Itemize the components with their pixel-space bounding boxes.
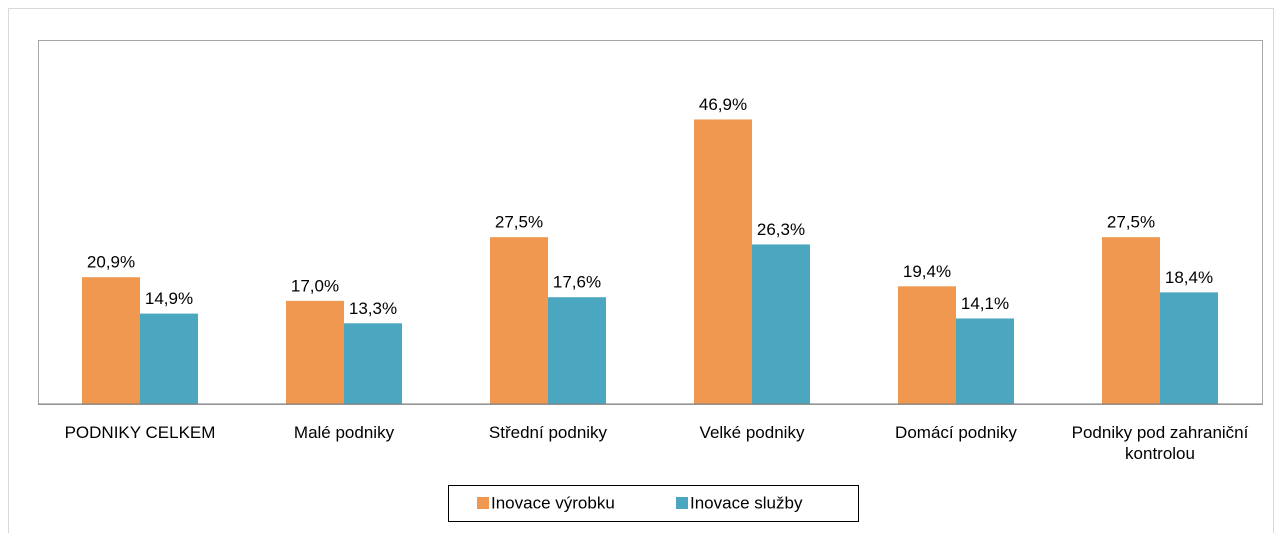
bar: [898, 286, 956, 404]
bar: [752, 244, 810, 404]
data-label: 18,4%: [1165, 268, 1213, 287]
legend-label: Inovace výrobku: [491, 493, 615, 512]
data-label: 14,9%: [145, 289, 193, 308]
legend-swatch: [676, 497, 688, 509]
bar: [286, 300, 344, 404]
bar: [82, 277, 140, 404]
x-tick-label: Malé podniky: [293, 423, 395, 442]
legend-box: [448, 485, 859, 522]
data-label: 27,5%: [1107, 213, 1155, 232]
bar: [490, 237, 548, 404]
x-tick-label: Domácí podniky: [895, 423, 1017, 442]
bar: [548, 297, 606, 404]
x-tick-label: Podniky pod zahraniční kontrolou: [1071, 423, 1249, 463]
data-label: 27,5%: [495, 213, 543, 232]
data-label: 14,1%: [961, 294, 1009, 313]
x-tick-label: Střední podniky: [488, 423, 608, 442]
bar: [1160, 292, 1218, 404]
bar: [956, 318, 1014, 404]
data-label: 19,4%: [903, 262, 951, 281]
data-label: 17,0%: [291, 276, 339, 295]
bar: [344, 323, 402, 404]
legend-label: Inovace služby: [690, 493, 803, 512]
bar: [140, 313, 198, 404]
data-label: 46,9%: [699, 95, 747, 114]
data-label: 26,3%: [757, 220, 805, 239]
bar: [694, 119, 752, 405]
x-tick-label: Velké podniky: [699, 423, 805, 442]
data-label: 13,3%: [349, 299, 397, 318]
legend-swatch: [477, 497, 489, 509]
data-label: 17,6%: [553, 273, 601, 292]
data-label: 20,9%: [87, 253, 135, 272]
bar: [1102, 237, 1160, 404]
plot-frame: [38, 40, 1263, 405]
x-tick-label: PODNIKY CELKEM: [64, 423, 216, 442]
chart-frame: [8, 8, 1274, 533]
